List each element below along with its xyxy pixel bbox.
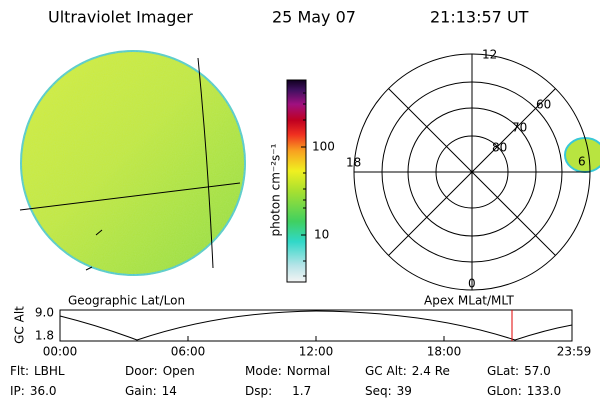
date: 25 May 07 (272, 8, 356, 27)
mlt-label: 18 (346, 156, 361, 170)
timeline-title: Apex MLat/MLT (424, 294, 514, 308)
status-field: Seq: 39 (365, 384, 412, 398)
status-label: GLat: (487, 364, 519, 378)
earth-disk (20, 50, 246, 276)
timeline: Geographic Lat/Lon Apex MLat/MLT GC Alt … (13, 294, 592, 359)
status-label: GLon: (487, 384, 522, 398)
status-field: Gain: 14 (125, 384, 177, 398)
x-tick-label: 18:00 (427, 345, 462, 359)
uv-image (19, 50, 246, 276)
x-ticks (59, 336, 573, 341)
status-label: Mode: (245, 364, 282, 378)
status-value: 2.4 Re (412, 364, 450, 378)
colorbar-scale (286, 79, 307, 283)
lat-label: 80 (492, 141, 507, 155)
coast-marks (85, 229, 103, 271)
colorbar-tick-label: 10 (314, 228, 329, 242)
status-label: IP: (10, 384, 25, 398)
x-tick-label: 23:59 (557, 345, 592, 359)
status-label: Flt: (10, 364, 29, 378)
mlt-label: 6 (578, 155, 586, 169)
status-label: Door: (125, 364, 158, 378)
altitude-curve (59, 310, 573, 341)
colorbar: 100 10 photon cm⁻²s⁻¹ (269, 79, 335, 283)
parallel (19, 182, 241, 211)
y-axis-label: GC Alt (13, 306, 27, 344)
title: Ultraviolet Imager (48, 8, 193, 27)
colorbar-ticks (301, 92, 306, 277)
spokes (354, 54, 590, 290)
status-field: IP: 36.0 (10, 384, 57, 398)
status-value: 14 (162, 384, 177, 398)
x-tick-label: 00:00 (43, 345, 78, 359)
y-tick-label: 9.0 (35, 306, 54, 320)
status-field: Door: Open (125, 364, 195, 378)
status-value: 36.0 (30, 384, 57, 398)
status-value: 1.7 (292, 384, 311, 398)
status-field: GC Alt: 2.4 Re (365, 364, 450, 378)
status-label: GC Alt: (365, 364, 407, 378)
x-tick-label: 12:00 (299, 345, 334, 359)
status-label: Seq: (365, 384, 392, 398)
x-tick-label: 06:00 (171, 345, 206, 359)
lat-label: 70 (512, 121, 527, 135)
colorbar-tick-label: 100 (312, 140, 335, 154)
polar-plot: 12 18 0 6 60 70 80 (346, 48, 600, 291)
status-label: Dsp: (245, 384, 272, 398)
status-value: Open (163, 364, 195, 378)
status-value: 57.0 (524, 364, 551, 378)
status-label: Gain: (125, 384, 157, 398)
status-field: Dsp: 1.7 (245, 384, 311, 398)
footer: Flt: LBHL Door: Open Mode: Normal GC Alt: 2.4 R… (10, 364, 561, 398)
status-value: Normal (287, 364, 330, 378)
status-value: 39 (397, 384, 412, 398)
mlt-label: 0 (468, 277, 476, 291)
time: 21:13:57 UT (430, 8, 529, 27)
status-value: LBHL (34, 364, 65, 378)
status-value: 133.0 (527, 384, 561, 398)
status-field: GLon: 133.0 (487, 384, 561, 398)
status-field: Mode: Normal (245, 364, 330, 378)
status-field: Flt: LBHL (10, 364, 65, 378)
colorbar-label: photon cm⁻²s⁻¹ (269, 143, 283, 236)
meridian (197, 57, 214, 269)
lat-label: 60 (536, 98, 551, 112)
y-tick-label: 1.8 (35, 329, 54, 343)
mlt-label: 12 (482, 48, 497, 62)
status-field: GLat: 57.0 (487, 364, 551, 378)
timeline-title: Geographic Lat/Lon (68, 294, 185, 308)
